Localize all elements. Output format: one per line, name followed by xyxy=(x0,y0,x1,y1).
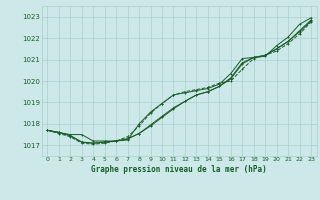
X-axis label: Graphe pression niveau de la mer (hPa): Graphe pression niveau de la mer (hPa) xyxy=(91,165,267,174)
